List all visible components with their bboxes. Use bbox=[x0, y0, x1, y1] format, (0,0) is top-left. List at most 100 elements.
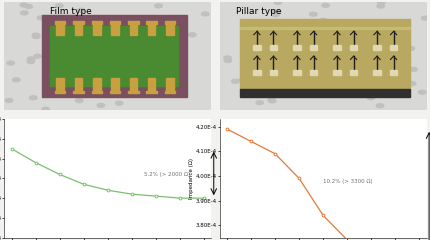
Circle shape bbox=[61, 37, 69, 41]
Bar bbox=[164, 21, 175, 24]
Bar bbox=[372, 70, 380, 75]
Bar bbox=[166, 78, 173, 91]
Bar bbox=[110, 21, 120, 24]
Circle shape bbox=[169, 90, 176, 94]
Bar bbox=[292, 45, 300, 50]
Circle shape bbox=[157, 70, 165, 74]
Circle shape bbox=[390, 93, 397, 97]
Circle shape bbox=[309, 31, 316, 35]
Bar bbox=[147, 78, 155, 91]
Circle shape bbox=[177, 83, 184, 87]
Circle shape bbox=[12, 78, 20, 82]
Bar bbox=[164, 91, 175, 93]
Circle shape bbox=[312, 42, 319, 46]
Bar bbox=[110, 91, 120, 93]
Circle shape bbox=[320, 47, 327, 51]
Circle shape bbox=[375, 42, 382, 46]
Bar bbox=[166, 22, 173, 35]
Bar bbox=[73, 21, 83, 24]
Circle shape bbox=[68, 68, 75, 72]
Polygon shape bbox=[41, 15, 186, 97]
Bar bbox=[240, 27, 409, 29]
Bar bbox=[252, 70, 260, 75]
Circle shape bbox=[273, 0, 281, 4]
Circle shape bbox=[138, 57, 146, 61]
Circle shape bbox=[141, 93, 149, 97]
Circle shape bbox=[47, 36, 55, 40]
Circle shape bbox=[5, 98, 13, 102]
Bar bbox=[332, 45, 340, 50]
Bar bbox=[128, 21, 138, 24]
Circle shape bbox=[116, 75, 123, 79]
Circle shape bbox=[267, 98, 275, 102]
Circle shape bbox=[138, 64, 145, 68]
Bar bbox=[349, 70, 356, 75]
Circle shape bbox=[354, 25, 362, 29]
Circle shape bbox=[271, 71, 279, 74]
Bar bbox=[74, 22, 82, 35]
Bar bbox=[309, 45, 316, 50]
Circle shape bbox=[7, 61, 14, 65]
Circle shape bbox=[91, 18, 98, 22]
Bar bbox=[269, 45, 276, 50]
Bar bbox=[269, 70, 276, 75]
Circle shape bbox=[365, 49, 372, 53]
Circle shape bbox=[366, 81, 373, 84]
Circle shape bbox=[344, 66, 352, 70]
Bar bbox=[292, 70, 300, 75]
Circle shape bbox=[63, 40, 70, 44]
Circle shape bbox=[400, 93, 408, 96]
Circle shape bbox=[77, 8, 85, 12]
Circle shape bbox=[280, 66, 287, 70]
Circle shape bbox=[25, 5, 32, 8]
Bar bbox=[349, 45, 356, 50]
Circle shape bbox=[269, 53, 276, 56]
Circle shape bbox=[95, 47, 103, 51]
Bar bbox=[129, 78, 137, 91]
Circle shape bbox=[270, 10, 277, 14]
Circle shape bbox=[172, 22, 180, 25]
Circle shape bbox=[366, 96, 374, 100]
Circle shape bbox=[406, 47, 414, 50]
Bar bbox=[55, 91, 65, 93]
Circle shape bbox=[95, 86, 102, 90]
Bar bbox=[332, 70, 340, 75]
Circle shape bbox=[21, 11, 28, 15]
Circle shape bbox=[243, 68, 250, 72]
Bar bbox=[93, 78, 100, 91]
Bar bbox=[146, 21, 157, 24]
Circle shape bbox=[178, 33, 185, 37]
Bar bbox=[372, 45, 380, 50]
Circle shape bbox=[157, 31, 165, 35]
Circle shape bbox=[150, 58, 157, 62]
Circle shape bbox=[117, 26, 125, 30]
Circle shape bbox=[161, 87, 169, 91]
Circle shape bbox=[408, 82, 415, 85]
Circle shape bbox=[351, 53, 358, 57]
Circle shape bbox=[158, 24, 165, 27]
Circle shape bbox=[55, 4, 63, 8]
Circle shape bbox=[376, 4, 384, 8]
Circle shape bbox=[361, 85, 369, 89]
Circle shape bbox=[201, 12, 209, 16]
Circle shape bbox=[294, 22, 301, 26]
Bar bbox=[74, 78, 82, 91]
Circle shape bbox=[268, 99, 275, 103]
Bar bbox=[389, 45, 396, 50]
Bar bbox=[252, 45, 260, 50]
Circle shape bbox=[344, 47, 351, 51]
Circle shape bbox=[30, 96, 37, 100]
Circle shape bbox=[279, 39, 286, 42]
Bar bbox=[92, 91, 102, 93]
Circle shape bbox=[284, 83, 292, 87]
Bar bbox=[129, 22, 137, 35]
Y-axis label: Impedance (Ω): Impedance (Ω) bbox=[189, 158, 194, 199]
Circle shape bbox=[275, 48, 282, 52]
Circle shape bbox=[223, 56, 230, 60]
Bar bbox=[73, 91, 83, 93]
Circle shape bbox=[188, 33, 196, 37]
Circle shape bbox=[172, 40, 179, 44]
Circle shape bbox=[377, 38, 384, 42]
Circle shape bbox=[42, 107, 49, 111]
Circle shape bbox=[334, 31, 341, 35]
